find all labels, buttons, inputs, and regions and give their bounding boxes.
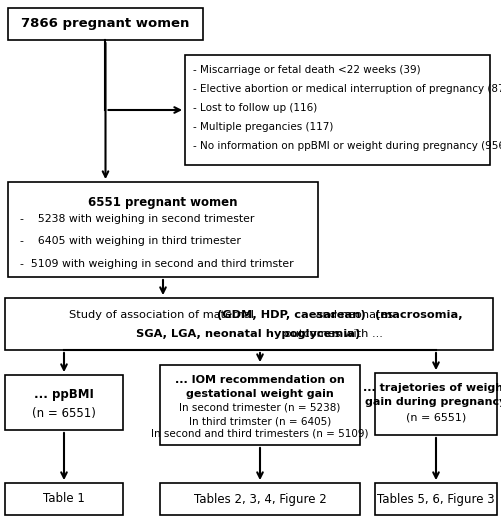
Text: 6551 pregnant women: 6551 pregnant women (88, 196, 237, 209)
Bar (185, 55, 489, 165)
Text: (GDM, HDP, caesarean): (GDM, HDP, caesarean) (217, 310, 365, 320)
Text: ... trajetories of weight: ... trajetories of weight (363, 383, 501, 393)
Text: 7866 pregnant women: 7866 pregnant women (21, 17, 189, 31)
Text: (n = 6551): (n = 6551) (32, 407, 96, 420)
Bar (8, 182, 317, 277)
Text: - Multiple pregancies (117): - Multiple pregancies (117) (192, 122, 333, 132)
Text: In second trimester (n = 5238): In second trimester (n = 5238) (179, 403, 340, 413)
Text: -    6405 with weighing in third trimester: - 6405 with weighing in third trimester (20, 236, 240, 246)
Text: (macrosomia,: (macrosomia, (375, 310, 462, 320)
Bar (5, 375, 123, 430)
Bar (374, 373, 496, 435)
Text: - Miscarriage or fetal death <22 weeks (39): - Miscarriage or fetal death <22 weeks (… (192, 65, 420, 75)
Text: In third trimster (n = 6405): In third trimster (n = 6405) (188, 416, 331, 426)
Bar (374, 483, 496, 515)
Text: In second and third trimesters (n = 5109): In second and third trimesters (n = 5109… (151, 429, 368, 439)
Text: -  5109 with weighing in second and third trimster: - 5109 with weighing in second and third… (20, 259, 293, 269)
Bar (5, 298, 492, 350)
Text: Tables 5, 6, Figure 3: Tables 5, 6, Figure 3 (376, 492, 494, 506)
Text: - Lost to follow up (116): - Lost to follow up (116) (192, 103, 317, 113)
Bar (8, 8, 202, 40)
Text: - Elective abortion or medical interruption of pregnancy (87): - Elective abortion or medical interrupt… (192, 84, 501, 94)
Bar (160, 483, 359, 515)
Text: (n = 6551): (n = 6551) (405, 413, 465, 423)
Text: Tables 2, 3, 4, Figure 2: Tables 2, 3, 4, Figure 2 (193, 492, 326, 506)
Text: -    5238 with weighing in second trimester: - 5238 with weighing in second trimester (20, 214, 254, 224)
Text: outcomes with ...: outcomes with ... (280, 330, 382, 339)
Text: - No information on ppBMI or weight during pregnancy (956): - No information on ppBMI or weight duri… (192, 141, 501, 151)
Bar (160, 365, 359, 445)
Text: and neonates: and neonates (312, 310, 396, 320)
Text: gestational weight gain: gestational weight gain (186, 389, 333, 399)
Text: ... ppBMI: ... ppBMI (34, 388, 94, 401)
Text: ... IOM recommendation on: ... IOM recommendation on (175, 375, 344, 385)
Text: Study of association of maternal: Study of association of maternal (69, 310, 257, 320)
Text: SGA, LGA, neonatal hypoglycemia): SGA, LGA, neonatal hypoglycemia) (136, 330, 360, 339)
Bar (5, 483, 123, 515)
Text: Table 1: Table 1 (43, 492, 85, 506)
Text: gain during pregnancy: gain during pregnancy (365, 397, 501, 407)
